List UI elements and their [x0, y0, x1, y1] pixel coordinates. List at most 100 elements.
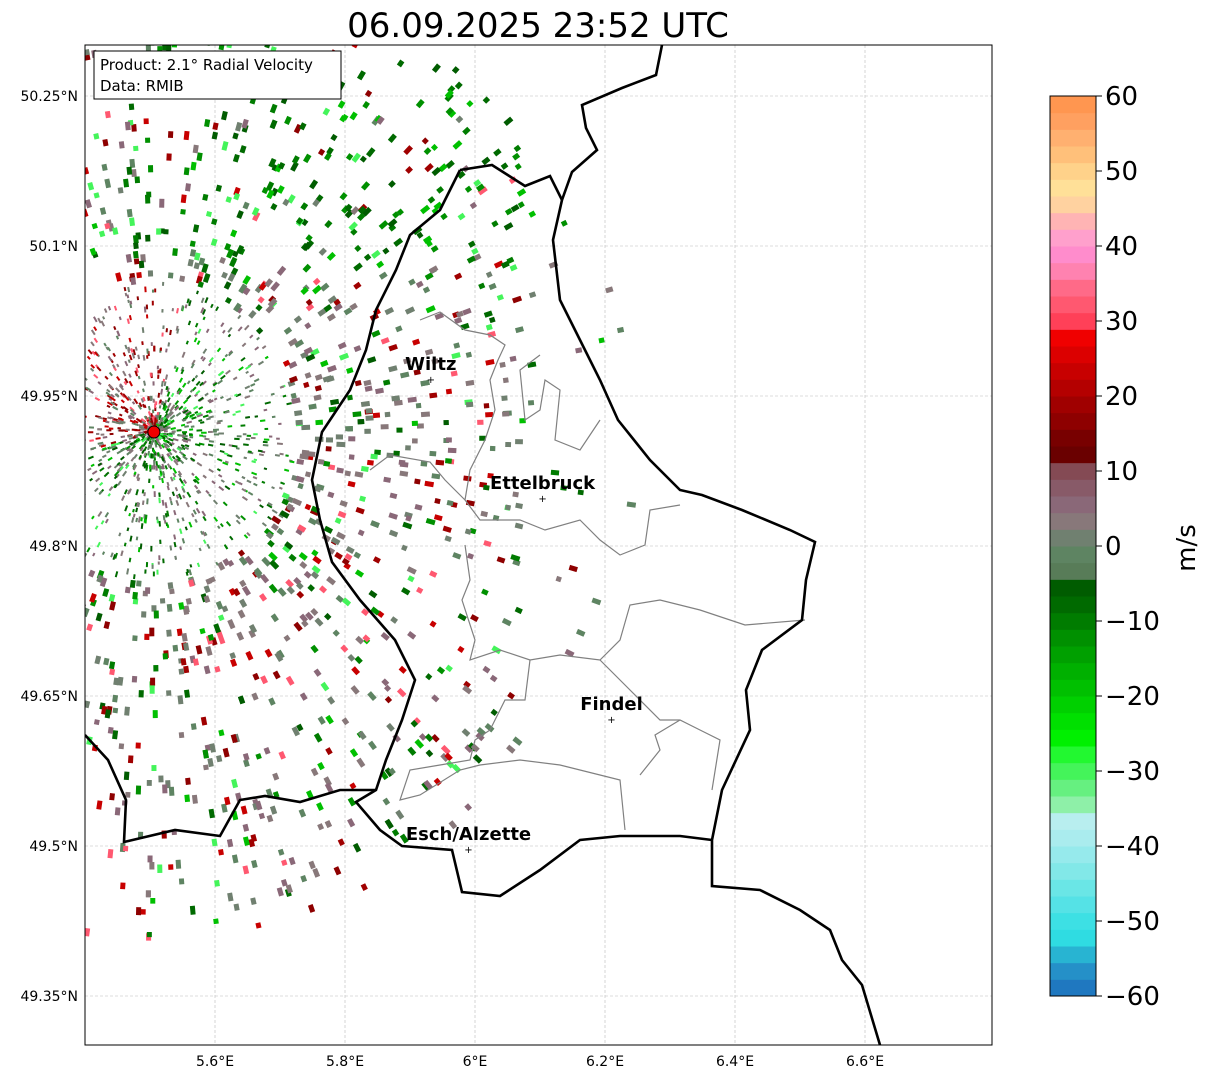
radar-echo	[133, 574, 136, 580]
radar-echo	[201, 263, 209, 274]
city-marker-icon: +	[464, 845, 472, 856]
radar-echo	[162, 281, 165, 286]
radar-echo	[272, 772, 280, 781]
radar-echo	[197, 281, 204, 288]
radar-echo	[182, 399, 189, 405]
radar-echo	[77, 505, 81, 509]
radar-echo	[36, 407, 42, 410]
radar-echo	[254, 415, 259, 418]
radar-echo	[5, 515, 12, 522]
radar-echo	[67, 583, 75, 593]
colorbar-tick-label: 30	[1105, 307, 1138, 337]
radar-echo	[146, 498, 149, 505]
radar-echo	[196, 562, 201, 568]
radar-site-marker	[147, 425, 161, 439]
radar-echo	[47, 329, 52, 334]
radar-echo	[102, 436, 108, 439]
radar-echo	[450, 370, 458, 377]
radar-echo	[129, 579, 136, 589]
radar-echo	[482, 96, 491, 104]
colorbar-band	[1050, 329, 1096, 347]
radar-echo	[17, 10, 24, 18]
radar-echo	[162, 653, 169, 660]
radar-echo	[166, 510, 170, 517]
radar-echo	[113, 417, 118, 422]
radar-echo	[128, 557, 132, 563]
radar-echo	[0, 352, 3, 359]
radar-echo	[162, 515, 166, 521]
radar-echo	[0, 313, 1, 321]
radar-echo	[93, 316, 98, 323]
y-tick-label: 50.1°N	[29, 239, 78, 255]
radar-echo	[235, 121, 243, 132]
radar-echo	[365, 407, 373, 414]
radar-echo	[376, 260, 385, 269]
radar-echo	[433, 201, 443, 211]
radar-echo	[253, 433, 258, 436]
radar-echo	[347, 480, 356, 488]
radar-echo	[158, 497, 161, 504]
radar-echo	[141, 341, 144, 346]
radar-echo	[72, 506, 76, 510]
radar-echo	[146, 348, 149, 354]
radar-echo	[296, 590, 305, 599]
radar-echo	[138, 431, 144, 434]
radar-echo	[169, 476, 174, 482]
radar-echo	[128, 103, 135, 111]
radar-echo	[90, 463, 95, 468]
radar-echo	[65, 611, 73, 621]
radar-echo	[196, 152, 203, 162]
radar-echo	[169, 414, 176, 420]
radar-echo	[165, 385, 169, 391]
radar-echo	[4, 530, 12, 538]
radar-echo	[157, 864, 163, 873]
radar-echo	[85, 927, 91, 937]
radar-echo	[359, 155, 367, 163]
radar-echo	[268, 157, 277, 168]
radar-echo	[150, 545, 153, 552]
radar-echo	[289, 460, 295, 464]
radar-echo	[315, 419, 324, 426]
radar-echo	[189, 433, 193, 436]
radar-echo	[55, 364, 60, 368]
radar-echo	[264, 45, 271, 49]
radar-echo	[178, 477, 184, 484]
radar-echo	[141, 437, 148, 443]
radar-echo	[136, 271, 142, 279]
radar-echo	[70, 440, 74, 442]
radar-echo	[195, 380, 201, 386]
radar-echo	[69, 215, 76, 223]
radar-echo	[45, 212, 52, 220]
radar-echo	[56, 605, 63, 612]
radar-echo	[0, 566, 3, 575]
radar-echo	[326, 576, 336, 586]
radar-echo	[194, 518, 198, 523]
radar-echo	[132, 513, 136, 518]
radar-echo	[164, 417, 168, 422]
radar-echo	[70, 296, 79, 306]
radar-echo	[242, 836, 250, 846]
radar-echo	[276, 527, 285, 536]
radar-echo	[218, 473, 223, 478]
district-boundaries	[519, 354, 601, 451]
radar-echo	[150, 417, 154, 425]
radar-echo	[159, 421, 163, 427]
radar-echo	[9, 670, 17, 679]
radar-echo	[114, 571, 119, 578]
radar-echo	[262, 443, 269, 447]
radar-echo	[384, 306, 395, 316]
radar-echo	[66, 574, 74, 583]
radar-echo	[416, 586, 424, 594]
radar-echo	[51, 489, 57, 494]
radar-echo	[374, 449, 381, 455]
radar-echo	[30, 30, 37, 39]
radar-echo	[111, 364, 116, 369]
radar-echo	[108, 427, 114, 430]
radar-echo	[128, 512, 132, 517]
radar-echo	[218, 370, 225, 376]
radar-echo	[196, 429, 203, 432]
radar-echo	[231, 444, 238, 448]
radar-echo	[6, 165, 14, 174]
radar-echo	[45, 285, 53, 294]
